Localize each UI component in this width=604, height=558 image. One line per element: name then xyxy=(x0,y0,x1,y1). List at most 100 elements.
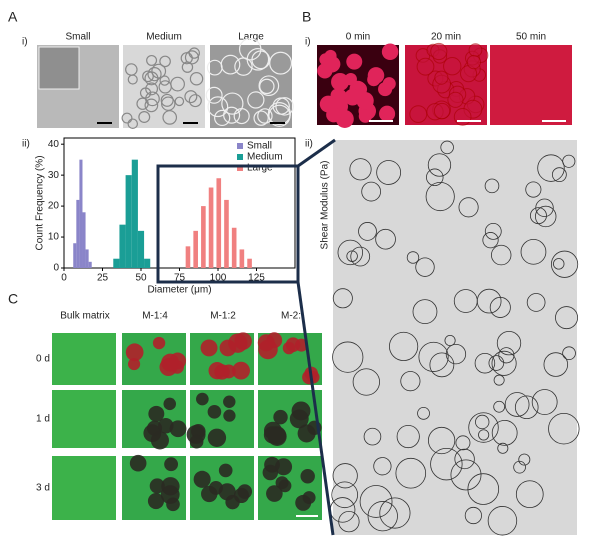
particle xyxy=(418,341,449,372)
x-tick-label: 125 xyxy=(248,273,265,284)
particle xyxy=(498,347,515,364)
legend-label: Small xyxy=(247,141,272,152)
cell xyxy=(232,361,250,380)
particle xyxy=(497,442,509,454)
cell xyxy=(331,72,350,91)
image-label: Small xyxy=(65,32,90,43)
cell xyxy=(257,334,275,352)
particle xyxy=(427,426,456,455)
cell xyxy=(160,93,174,107)
cell xyxy=(159,55,171,68)
panel-letter: A xyxy=(8,9,18,25)
particle xyxy=(361,181,381,202)
cell xyxy=(367,67,385,84)
particle xyxy=(425,181,455,212)
bar xyxy=(79,159,83,268)
cell xyxy=(278,479,292,493)
cell xyxy=(220,54,241,75)
particle xyxy=(491,419,518,446)
cell xyxy=(453,108,472,126)
cell xyxy=(430,42,448,61)
cell xyxy=(145,82,159,96)
bar xyxy=(88,261,92,268)
cell xyxy=(184,90,198,104)
cell xyxy=(207,96,229,118)
particle xyxy=(464,506,482,525)
cell xyxy=(121,112,133,124)
x-axis-label: Diameter (μm) xyxy=(147,285,211,296)
sub-label: i) xyxy=(22,37,28,48)
panel-letter: C xyxy=(8,291,18,307)
bar xyxy=(85,249,89,268)
particle xyxy=(514,395,539,420)
cell xyxy=(145,91,160,107)
particle xyxy=(352,368,380,396)
particle xyxy=(488,355,505,371)
x-tick-label: 75 xyxy=(174,273,186,284)
cell xyxy=(263,426,282,444)
cell xyxy=(164,457,179,472)
x-tick-label: 50 xyxy=(135,273,147,284)
column-label: Bulk matrix xyxy=(60,311,109,322)
legend-swatch xyxy=(237,165,243,171)
cell xyxy=(163,397,177,411)
cell xyxy=(205,86,223,104)
particle xyxy=(537,154,565,182)
particle xyxy=(468,412,499,443)
particle xyxy=(455,435,471,451)
particle xyxy=(520,239,547,265)
cell xyxy=(188,94,202,108)
cell xyxy=(125,343,144,362)
cell xyxy=(196,392,209,406)
bar xyxy=(231,227,237,268)
zoom-line xyxy=(297,138,336,168)
particle xyxy=(535,205,557,228)
particle xyxy=(349,158,372,181)
particle xyxy=(484,178,500,194)
cell xyxy=(142,70,154,83)
cell xyxy=(174,96,185,107)
cell xyxy=(228,333,248,353)
cell xyxy=(147,67,162,82)
image-label: 50 min xyxy=(516,32,546,43)
image-label: Medium xyxy=(146,32,182,43)
particle xyxy=(543,352,569,377)
cell xyxy=(233,487,250,504)
cell xyxy=(247,91,265,109)
particle xyxy=(526,293,546,312)
bar xyxy=(76,199,80,268)
particle xyxy=(350,246,371,267)
micrograph xyxy=(490,45,572,125)
particle xyxy=(417,406,430,420)
cell xyxy=(358,109,372,123)
bar xyxy=(119,224,126,268)
cell xyxy=(158,418,174,434)
cell xyxy=(323,56,340,73)
cell xyxy=(207,405,222,419)
particle xyxy=(375,228,396,250)
x-tick-label: 0 xyxy=(61,273,67,284)
column-label: M-1:2 xyxy=(210,311,236,322)
particle xyxy=(496,330,522,356)
zoom-line xyxy=(296,281,335,536)
particle xyxy=(482,232,499,249)
particle xyxy=(331,481,359,509)
particle xyxy=(478,429,490,441)
cell xyxy=(127,74,138,85)
bar xyxy=(208,187,214,268)
cell xyxy=(221,92,244,115)
y-tick-label: 20 xyxy=(48,201,60,212)
particle xyxy=(553,258,565,270)
particle xyxy=(504,392,530,417)
particle xyxy=(415,257,435,277)
inset xyxy=(38,46,80,90)
micrograph xyxy=(52,456,116,520)
particle xyxy=(396,424,420,449)
cell xyxy=(144,98,159,113)
cell xyxy=(344,72,357,86)
cell xyxy=(166,497,180,512)
particle xyxy=(493,374,505,386)
cell xyxy=(238,37,262,61)
legend-label: Medium xyxy=(247,152,283,163)
